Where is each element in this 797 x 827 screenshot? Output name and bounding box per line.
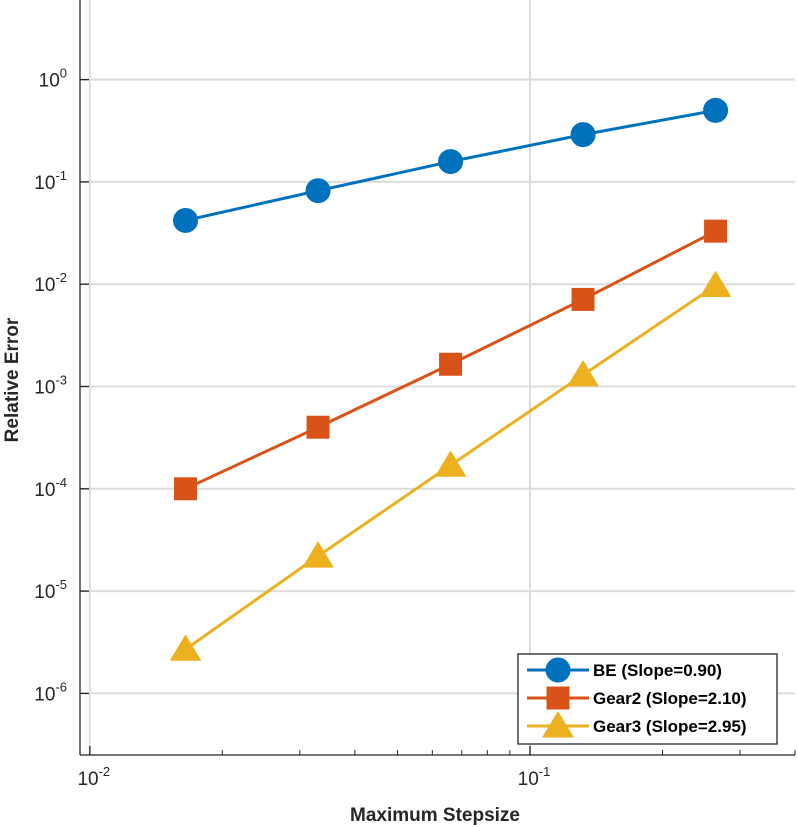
y-tick-label: 10-4 — [34, 475, 67, 501]
x-tick-base: 10 — [77, 769, 98, 790]
legend-item: Gear2 (Slope=2.10) — [527, 686, 747, 710]
y-tick-base: 10 — [34, 582, 55, 603]
legend-item: Gear3 (Slope=2.95) — [527, 711, 747, 738]
legend-label: BE (Slope=0.90) — [593, 661, 722, 680]
data-point-square — [439, 352, 463, 376]
data-point-circle — [570, 122, 596, 148]
y-tick-exponent: -2 — [55, 270, 67, 285]
legend-marker-circle — [545, 657, 571, 683]
grid — [80, 0, 795, 755]
data-point-square — [704, 219, 728, 243]
y-tick-exponent: -4 — [55, 475, 67, 490]
legend-label: Gear2 (Slope=2.10) — [593, 689, 747, 708]
y-tick-base: 10 — [34, 275, 55, 296]
data-point-triangle — [170, 634, 202, 661]
x-axis-label: Maximum Stepsize — [350, 805, 520, 826]
y-tick-label: 10-6 — [34, 679, 67, 705]
x-tick-label: 10-1 — [518, 764, 551, 790]
legend-marker-triangle — [542, 711, 574, 738]
x-tick-exponent: -2 — [99, 764, 111, 779]
y-tick-exponent: 0 — [60, 66, 67, 81]
y-tick-label: 10-5 — [34, 577, 67, 603]
legend-item: BE (Slope=0.90) — [527, 657, 722, 683]
series-circle — [173, 97, 729, 233]
legend: BE (Slope=0.90) Gear2 (Slope=2.10) Gear3 (… — [517, 653, 778, 745]
series-layer — [170, 97, 732, 661]
y-tick-exponent: -1 — [55, 168, 67, 183]
y-tick-exponent: -3 — [55, 373, 67, 388]
y-tick-base: 10 — [34, 378, 55, 399]
data-point-circle — [438, 149, 464, 175]
y-axis-label: Relative Error — [2, 317, 23, 442]
y-tick-label: 10-3 — [34, 373, 67, 399]
y-tick-base: 10 — [34, 480, 55, 501]
data-point-triangle — [435, 450, 467, 477]
legend-marker-square — [546, 686, 570, 710]
axes — [79, 0, 796, 756]
y-tick-label: 100 — [39, 66, 67, 92]
y-tick-label: 10-2 — [34, 270, 67, 296]
data-point-triangle — [567, 360, 599, 387]
y-tick-base: 10 — [34, 684, 55, 705]
x-tick-exponent: -1 — [539, 764, 551, 779]
data-point-triangle — [302, 541, 334, 568]
plot-area — [80, 0, 795, 755]
legend-label: Gear3 (Slope=2.95) — [593, 717, 747, 736]
y-tick-exponent: -6 — [55, 679, 67, 694]
data-point-circle — [703, 97, 729, 123]
y-tick-label: 10-1 — [34, 168, 67, 194]
series-triangle — [170, 271, 732, 661]
data-point-circle — [173, 207, 199, 233]
x-tick-base: 10 — [518, 769, 539, 790]
data-point-triangle — [700, 271, 732, 298]
data-point-square — [571, 287, 595, 311]
y-tick-base: 10 — [39, 71, 60, 92]
y-tick-exponent: -5 — [55, 577, 67, 592]
data-point-square — [174, 477, 198, 501]
data-point-circle — [305, 178, 331, 204]
x-tick-label: 10-2 — [77, 764, 110, 790]
y-tick-base: 10 — [34, 173, 55, 194]
series-square — [174, 219, 728, 501]
data-point-square — [306, 415, 330, 439]
